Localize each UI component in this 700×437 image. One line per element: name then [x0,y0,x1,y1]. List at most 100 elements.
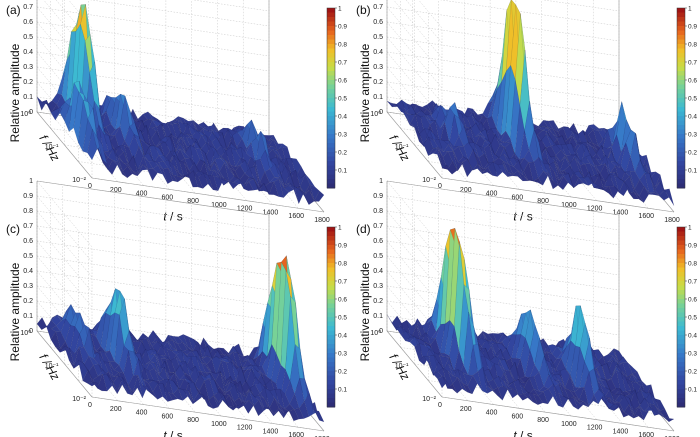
x-tick-label: 400 [136,191,148,198]
z-tick-label: 1 [29,178,33,185]
y-tick-label: 10⁻¹ [45,363,59,370]
colorbar-tick-label: 0.1 [688,167,697,174]
colorbar-tick-label: 0.3 [688,131,697,138]
x-tick-label: 1600 [288,432,304,437]
colorbar-tick-label: 0.2 [688,368,697,375]
z-axis-label: Relative amplitude [358,262,372,361]
surface-cell [305,173,316,188]
colorbar-tick-label: 0.8 [688,41,697,48]
z-tick-label: 0 [379,328,383,335]
surface [386,228,675,423]
z-tick-label: 1 [379,178,383,185]
x-tick-label: 1000 [561,421,577,428]
colorbar-tick-label: 0.7 [338,278,347,285]
panel-label: (a) [6,3,21,17]
y-tick-label: 10⁻¹ [395,144,409,151]
colorbar: 1 0.9 0.8 0.7 0.6 0.5 0.4 0.3 0.2 0.1 [676,5,697,189]
colorbar-tick-label: 0.3 [338,131,347,138]
z-tick-label: 0.4 [23,268,33,275]
x-tick-label: 1200 [237,206,253,213]
colorbar-tick-label: 0.2 [338,149,347,156]
x-tick-label: 1000 [211,421,227,428]
z-tick-label: 0.1 [373,313,383,320]
z-tick-label: 0 [379,109,383,116]
z-tick-label: 0.4 [373,49,383,56]
colorbar-tick-label: 0.6 [338,77,347,84]
colorbar-tick-label: 1 [688,5,692,12]
panel-label: (c) [6,222,20,236]
z-tick-label: 0.4 [373,268,383,275]
colorbar-tick-label: 1 [338,5,342,12]
colorbar-tick-label: 0.4 [688,113,697,120]
y-axis-label: f / Hz [36,132,62,163]
x-tick-label: 1200 [587,206,603,213]
surface [36,255,325,423]
panel-b: 0 0.1 0.2 0.3 0.4 0.5 0.6 0.7 0.8 0.9 1 0 200 400 600 8… [350,0,700,224]
surface [36,4,325,205]
z-tick-label: 0.6 [373,238,383,245]
z-tick-label: 0.7 [23,223,33,230]
surface [386,0,675,206]
surface-plot-d: 0 0.1 0.2 0.3 0.4 0.5 0.6 0.7 0.8 0.9 1 0 200 400 600 8… [356,178,697,437]
colorbar-tick-label: 0.4 [338,113,347,120]
x-axis-label: t / s [513,428,532,437]
z-axis-label: Relative amplitude [8,43,22,142]
z-tick-label: 0.3 [23,64,33,71]
surface-cell [314,190,325,202]
colorbar-tick-label: 0.6 [688,77,697,84]
surface-plot-b: 0 0.1 0.2 0.3 0.4 0.5 0.6 0.7 0.8 0.9 1 0 200 400 600 8… [356,0,697,224]
y-tick-label: 10⁻¹ [395,363,409,370]
x-tick-label: 1600 [288,213,304,220]
colorbar-tick-label: 0.7 [688,59,697,66]
colorbar-tick-label: 0.8 [338,41,347,48]
x-tick-label: 200 [460,187,472,194]
surface-cell [645,164,657,179]
colorbar-tick-label: 0.9 [338,242,347,249]
x-tick-label: 1600 [638,432,654,437]
colorbar-tick-label: 0.8 [688,260,697,267]
colorbar: 1 0.9 0.8 0.7 0.6 0.5 0.4 0.3 0.2 0.1 [676,224,697,408]
z-tick-label: 0.6 [373,19,383,26]
z-tick-label: 0.2 [373,79,383,86]
x-tick-label: 800 [537,417,549,424]
colorbar-tick-label: 1 [338,224,342,231]
colorbar-tick-label: 0.3 [338,350,347,357]
surface-plot-c: 0 0.1 0.2 0.3 0.4 0.5 0.6 0.7 0.8 0.9 1 0 200 400 600 8… [6,178,347,437]
colorbar-tick-label: 0.7 [338,59,347,66]
z-tick-label: 0.2 [23,298,33,305]
surface-cell [218,394,229,407]
x-tick-label: 400 [486,191,498,198]
z-tick-label: 0.1 [23,94,33,101]
y-tick-label: 10⁰ [370,329,381,337]
z-tick-label: 0.3 [23,283,33,290]
z-tick-label: 0.9 [373,193,383,200]
x-tick-label: 1800 [314,217,330,224]
x-tick-label: 400 [136,410,148,417]
x-tick-label: 1200 [587,425,603,432]
y-axis-label: f / Hz [386,351,412,382]
colorbar-tick-label: 0.9 [688,242,697,249]
colorbar-tick-label: 0.4 [338,332,347,339]
y-axis-label: f / Hz [386,132,412,163]
colorbar-tick-label: 0.1 [338,386,347,393]
colorbar-tick-label: 1 [688,224,692,231]
y-tick-label: 10⁰ [20,110,31,118]
x-tick-label: 1000 [561,202,577,209]
z-tick-label: 0.5 [373,34,383,41]
z-tick-label: 0.2 [23,79,33,86]
x-tick-label: 0 [88,402,92,409]
z-tick-label: 0.8 [373,208,383,215]
colorbar-tick-label: 0.1 [688,386,697,393]
colorbar-tick-label: 0.1 [338,167,347,174]
colorbar-tick-label: 0.2 [688,149,697,156]
z-tick-label: 0.4 [23,49,33,56]
colorbar: 1 0.9 0.8 0.7 0.6 0.5 0.4 0.3 0.2 0.1 [326,5,347,189]
surface-cell [664,188,675,206]
x-tick-label: 600 [511,413,523,420]
x-tick-label: 400 [486,410,498,417]
x-tick-label: 600 [161,194,173,201]
surface-cell [659,408,670,419]
surface-plot-a: 0 0.1 0.2 0.3 0.4 0.5 0.6 0.7 0.8 0.9 1 0 200 400 600 8… [6,0,347,224]
z-axis-label: Relative amplitude [358,43,372,142]
panel-label: (b) [356,3,371,17]
